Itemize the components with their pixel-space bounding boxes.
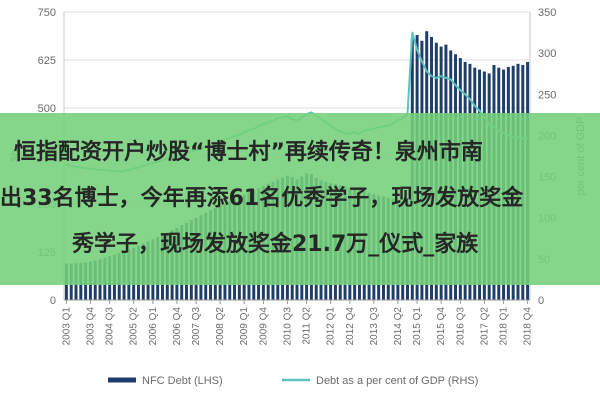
x-tick-label: 2004 Q3 <box>105 307 116 346</box>
x-tick-label: 2013 Q3 <box>369 307 380 346</box>
title-overlay-banner: 恒指配资开户炒股“博士村”再续传奇！泉州市南 出33名博士，今年再添61名优秀学… <box>0 113 600 285</box>
x-tick-label: 2009 Q1 <box>239 307 250 346</box>
x-tick-label: 2011 Q2 <box>302 307 313 345</box>
y-left-tick-label: 0 <box>50 295 56 307</box>
legend-label-line: Debt as a per cent of GDP (RHS) <box>316 375 478 387</box>
x-tick-label: 2008 Q2 <box>215 307 226 346</box>
x-tick-label: 2014 Q2 <box>393 307 404 346</box>
x-tick-label: 2017 Q2 <box>479 307 490 346</box>
overlay-line-3: 秀学子，现场发放奖金21.7万_仪式_家族 <box>72 231 479 257</box>
x-tick-label: 2010 Q3 <box>282 307 293 346</box>
overlay-line-1: 恒指配资开户炒股“博士村”再续传奇！泉州市南 <box>14 139 483 165</box>
overlay-line-2: 出33名博士，今年再添61名优秀学子，现场发放奖金 <box>0 185 524 211</box>
legend-label-bar: NFC Debt (LHS) <box>142 375 223 387</box>
y-right-tick-label: 0 <box>538 295 544 307</box>
x-tick-label: 2009 Q4 <box>258 307 269 346</box>
x-tick-label: 2015 Q1 <box>412 307 423 346</box>
x-tick-label: 2003 Q1 <box>61 307 72 346</box>
x-tick-label: 2018 Q4 <box>523 307 534 346</box>
y-right-tick-label: 250 <box>538 89 556 101</box>
x-tick-label: 2003 Q4 <box>85 307 96 346</box>
x-tick-label: 2007 Q3 <box>191 307 202 346</box>
x-tick-label: 2018 Q1 <box>499 307 510 346</box>
y-left-tick-label: 625 <box>38 55 56 67</box>
x-tick-label: 2015 Q4 <box>436 307 447 346</box>
x-tick-label: 2012 Q4 <box>345 307 356 346</box>
y-left-tick-label: 750 <box>38 7 56 19</box>
y-left-tick-label: 500 <box>38 103 56 115</box>
y-right-tick-label: 300 <box>538 48 556 60</box>
x-tick-label: 2006 Q4 <box>172 307 183 346</box>
legend: NFC Debt (LHS) Debt as a per cent of GDP … <box>108 375 478 387</box>
x-tick-label: 2006 Q1 <box>148 307 159 346</box>
x-tick-label: 2012 Q1 <box>326 307 337 346</box>
y-right-tick-label: 350 <box>538 7 556 19</box>
x-tick-label: 2016 Q3 <box>455 307 466 346</box>
x-tick-label: 2005 Q2 <box>129 307 140 346</box>
